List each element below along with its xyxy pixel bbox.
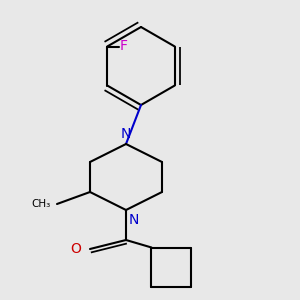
Text: F: F xyxy=(119,40,127,53)
Text: N: N xyxy=(129,213,140,227)
Text: CH₃: CH₃ xyxy=(32,199,51,209)
Text: N: N xyxy=(121,127,131,141)
Text: O: O xyxy=(70,242,81,256)
